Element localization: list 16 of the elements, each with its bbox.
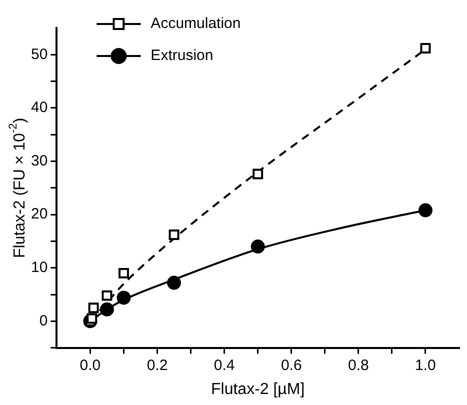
y-tick-label: 30 [30, 152, 48, 170]
legend-label: Extrusion [150, 47, 214, 64]
y-tick-label: 50 [30, 46, 48, 63]
x-tick-label: 0.8 [348, 356, 369, 374]
x-tick-label: 0.0 [80, 356, 101, 374]
x-tick-label: 1.0 [415, 356, 436, 374]
x-tick-label: 0.2 [146, 356, 168, 374]
x-axis-title: Flutax-2 [µM] [211, 380, 305, 398]
y-tick-label: 10 [30, 258, 48, 276]
y-tick-label: 0 [39, 312, 48, 330]
x-tick-label: 0.4 [214, 356, 235, 374]
legend-label: Accumulation [150, 15, 241, 32]
x-tick-label: 0.6 [280, 356, 302, 374]
y-tick-label: 20 [30, 206, 48, 223]
y-axis-title: Flutax-2 (FU × 10-2) [8, 118, 28, 258]
y-tick-label: 40 [30, 99, 48, 116]
